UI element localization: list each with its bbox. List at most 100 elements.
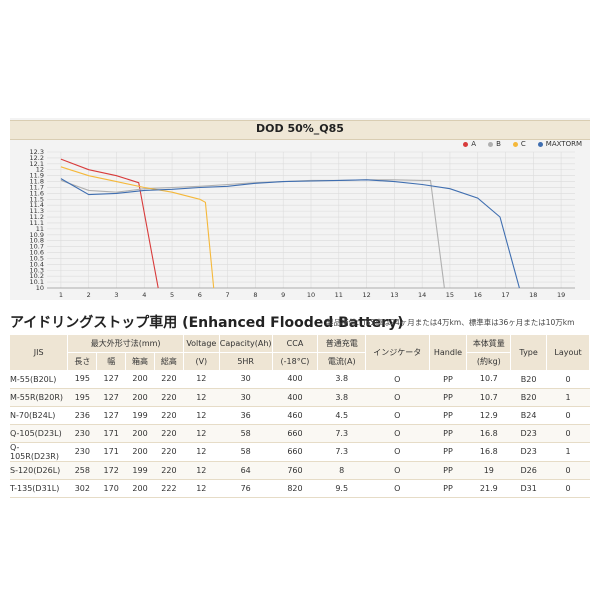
cell-layout: 0 [546, 424, 590, 443]
cell-box-height: 199 [125, 406, 155, 425]
cell-capacity: 64 [219, 461, 273, 480]
cell-capacity: 58 [219, 442, 273, 462]
x-tick-label: 14 [418, 291, 426, 299]
legend-item-maxtorm: MAXTORM [537, 140, 582, 148]
cell-box-height: 200 [125, 424, 155, 443]
x-tick-label: 18 [529, 291, 537, 299]
header-length: 長さ [67, 352, 98, 370]
cell-total-height: 220 [154, 461, 184, 480]
cell-handle: PP [429, 406, 467, 425]
x-tick-label: 17 [501, 291, 509, 299]
cell-capacity: 76 [219, 479, 273, 498]
cell-charge: 9.5 [317, 479, 366, 498]
cell-type: D23 [510, 442, 547, 462]
cell-length: 195 [67, 370, 97, 389]
legend-label: B [496, 140, 501, 148]
x-tick-label: 7 [226, 291, 230, 299]
cell-weight: 21.9 [466, 479, 511, 498]
header-layout: Layout [546, 335, 590, 371]
cell-length: 230 [67, 442, 97, 462]
cell-layout: 1 [546, 442, 590, 462]
legend-item-b: B [488, 140, 501, 148]
cell-total-height: 220 [154, 406, 184, 425]
cell-width: 172 [96, 461, 126, 480]
x-tick-label: 9 [281, 291, 285, 299]
cell-cca: 760 [272, 461, 318, 480]
cell-charge: 7.3 [317, 442, 366, 462]
cell-jis: Q-105R(D23R) [10, 442, 68, 462]
header-indicator: インジケータ [365, 335, 430, 371]
cell-weight: 12.9 [466, 406, 511, 425]
legend-item-c: C [512, 140, 526, 148]
cell-type: B20 [510, 388, 547, 407]
cell-type: D26 [510, 461, 547, 480]
chart-header: DOD 50%_Q85 [10, 120, 590, 140]
header-width: 幅 [96, 352, 127, 370]
x-tick-label: 5 [170, 291, 174, 299]
cell-charge: 8 [317, 461, 366, 480]
y-tick-label: 10 [36, 284, 44, 292]
y-tick-label: 10.3 [30, 266, 44, 274]
cell-jis: T-135(D31L) [10, 479, 68, 498]
cell-box-height: 200 [125, 442, 155, 462]
y-tick-label: 12.1 [30, 160, 44, 168]
cell-voltage: 12 [183, 461, 220, 480]
cell-width: 171 [96, 442, 126, 462]
legend-dot-icon [512, 141, 518, 147]
x-tick-label: 11 [335, 291, 343, 299]
cell-cca: 460 [272, 406, 318, 425]
cell-voltage: 12 [183, 370, 220, 389]
series-line-b [60, 179, 445, 289]
table-row: Q-105(D23L) 230 171 200 220 12 58 660 7.… [10, 424, 590, 443]
cell-total-height: 222 [154, 479, 184, 498]
cell-weight: 16.8 [466, 424, 511, 443]
cell-capacity: 30 [219, 370, 273, 389]
y-tick-label: 11.1 [30, 219, 44, 227]
header-charge: 普通充電 [317, 335, 367, 353]
cell-layout: 0 [546, 461, 590, 480]
section-heading: アイドリングストップ車用 (Enhanced Flooded Battery) … [10, 312, 590, 334]
chart-title: DOD 50%_Q85 [256, 122, 344, 135]
table-row: M-55(B20L) 195 127 200 220 12 30 400 3.8… [10, 370, 590, 389]
legend-item-a: A [463, 140, 476, 148]
y-tick-label: 10.8 [30, 237, 44, 245]
y-tick-label: 11.6 [30, 189, 44, 197]
table-row: N-70(B24L) 236 127 199 220 12 36 460 4.5… [10, 406, 590, 425]
cell-voltage: 12 [183, 388, 220, 407]
cell-handle: PP [429, 461, 467, 480]
header-weight: 本体質量 [466, 335, 512, 353]
series-line-c [60, 166, 215, 289]
cell-charge: 7.3 [317, 424, 366, 443]
cell-width: 171 [96, 424, 126, 443]
header-handle: Handle [429, 335, 468, 371]
x-tick-label: 15 [446, 291, 454, 299]
cell-type: B20 [510, 370, 547, 389]
legend-dot-icon [537, 141, 543, 147]
cell-capacity: 36 [219, 406, 273, 425]
cell-voltage: 12 [183, 424, 220, 443]
cell-box-height: 200 [125, 370, 155, 389]
cell-cca: 660 [272, 442, 318, 462]
x-tick-label: 8 [253, 291, 257, 299]
chart-legend: A B C MAXTORM [463, 140, 582, 148]
cell-box-height: 200 [125, 388, 155, 407]
cell-charge: 3.8 [317, 370, 366, 389]
cell-cca: 820 [272, 479, 318, 498]
y-tick-label: 10.9 [30, 231, 44, 239]
cell-jis: M-55R(B20R) [10, 388, 68, 407]
cell-length: 236 [67, 406, 97, 425]
cell-jis: N-70(B24L) [10, 406, 68, 425]
y-tick-label: 11.4 [30, 201, 44, 209]
table-row: T-135(D31L) 302 170 200 222 12 76 820 9.… [10, 479, 590, 498]
y-tick-label: 10.1 [30, 278, 44, 286]
cell-weight: 10.7 [466, 388, 511, 407]
cell-layout: 0 [546, 370, 590, 389]
header-voltage-unit: (V) [183, 352, 220, 370]
header-capacity-unit: 5HR [219, 352, 273, 370]
cell-indicator: O [365, 461, 430, 480]
cell-handle: PP [429, 388, 467, 407]
cell-width: 127 [96, 388, 126, 407]
y-tick-label: 11.9 [30, 172, 44, 180]
cell-width: 127 [96, 370, 126, 389]
x-tick-label: 3 [114, 291, 118, 299]
